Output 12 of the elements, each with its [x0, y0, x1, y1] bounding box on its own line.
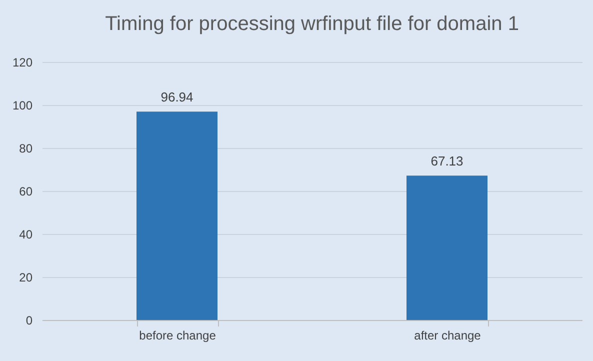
y-tick-label: 120 [12, 56, 33, 70]
data-label: 67.13 [430, 154, 464, 169]
data-label: 96.94 [160, 90, 194, 105]
y-tick-label: 100 [12, 98, 33, 112]
x-tick-label: after change [414, 328, 482, 342]
y-tick-label: 80 [19, 142, 33, 156]
y-tick-label: 0 [26, 314, 33, 328]
y-tick-label: 20 [19, 270, 33, 284]
y-tick-label: 40 [19, 228, 33, 242]
x-tick-label: before change [139, 328, 216, 342]
y-tick-label: 60 [19, 184, 33, 198]
chart-title: Timing for processing wrfinput file for domain 1 [105, 13, 519, 35]
